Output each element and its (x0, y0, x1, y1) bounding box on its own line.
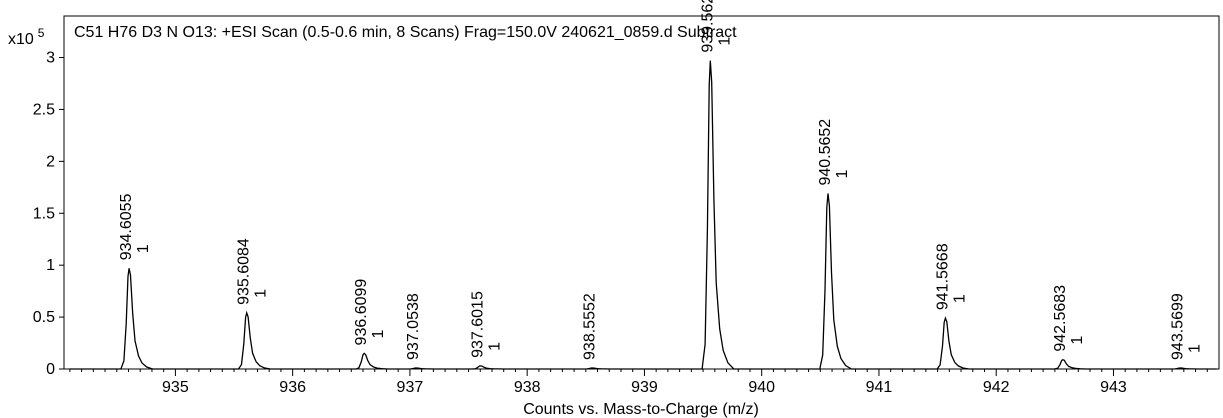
peak-label: 935.6084 (236, 238, 253, 305)
x-tick-label: 941 (866, 379, 893, 396)
y-axis: 0 0.5 1 1.5 2 2.5 3 (33, 50, 64, 378)
x-tick-label: 935 (162, 379, 189, 396)
peak-charge-label: 1 (834, 170, 851, 179)
peak-charge-label: 1 (1186, 344, 1203, 353)
peak-charge-label: 1 (135, 244, 152, 253)
peak-label: 940.5652 (817, 119, 834, 186)
y-tick-label: 2 (46, 153, 55, 170)
peak-charge-label: 1 (370, 329, 387, 338)
y-multiplier-base: x10 (8, 31, 34, 48)
chart-title: C51 H76 D3 N O13: +ESI Scan (0.5-0.6 min… (74, 24, 737, 41)
y-tick-label: 0 (46, 361, 55, 378)
x-axis: 935 936 937 938 939 940 941 942 943 (69, 369, 1208, 396)
spectrum-trace (69, 60, 1217, 370)
y-tick-label: 2.5 (33, 101, 55, 118)
y-tick-label: 1 (46, 257, 55, 274)
peak-label: 938.5552 (581, 293, 598, 360)
peak-label: 937.6015 (469, 291, 486, 358)
x-axis-label: Counts vs. Mass-to-Charge (m/z) (523, 401, 759, 418)
peak-charge-label: 1 (716, 37, 733, 46)
y-multiplier-exponent: 5 (38, 26, 45, 40)
peak-label: 937.0538 (405, 293, 422, 360)
y-tick-label: 0.5 (33, 309, 55, 326)
x-tick-label: 942 (983, 379, 1010, 396)
x-tick-label: 943 (1100, 379, 1127, 396)
peak-annotations: 934.6055 1 935.6084 1 936.6099 1 937.0538 937.6… (118, 0, 1203, 360)
peak-label: 942.5683 (1052, 285, 1069, 352)
y-tick-label: 3 (46, 50, 55, 67)
x-tick-label: 938 (514, 379, 541, 396)
y-tick-label: 1.5 (33, 205, 55, 222)
peak-label: 943.5699 (1169, 293, 1186, 360)
peak-charge-label: 1 (951, 294, 968, 303)
peak-charge-label: 1 (253, 289, 270, 298)
peak-label: 936.6099 (353, 279, 370, 346)
peak-charge-label: 1 (486, 342, 503, 351)
x-tick-label: 937 (397, 379, 424, 396)
x-tick-label: 936 (279, 379, 306, 396)
x-tick-label: 939 (631, 379, 658, 396)
peak-charge-label: 1 (1069, 336, 1086, 345)
peak-label: 939.5621 (699, 0, 716, 53)
peak-label: 941.5668 (934, 243, 951, 310)
peak-label: 934.6055 (118, 193, 135, 260)
x-tick-label: 940 (748, 379, 775, 396)
y-multiplier: x10 5 (8, 26, 45, 48)
